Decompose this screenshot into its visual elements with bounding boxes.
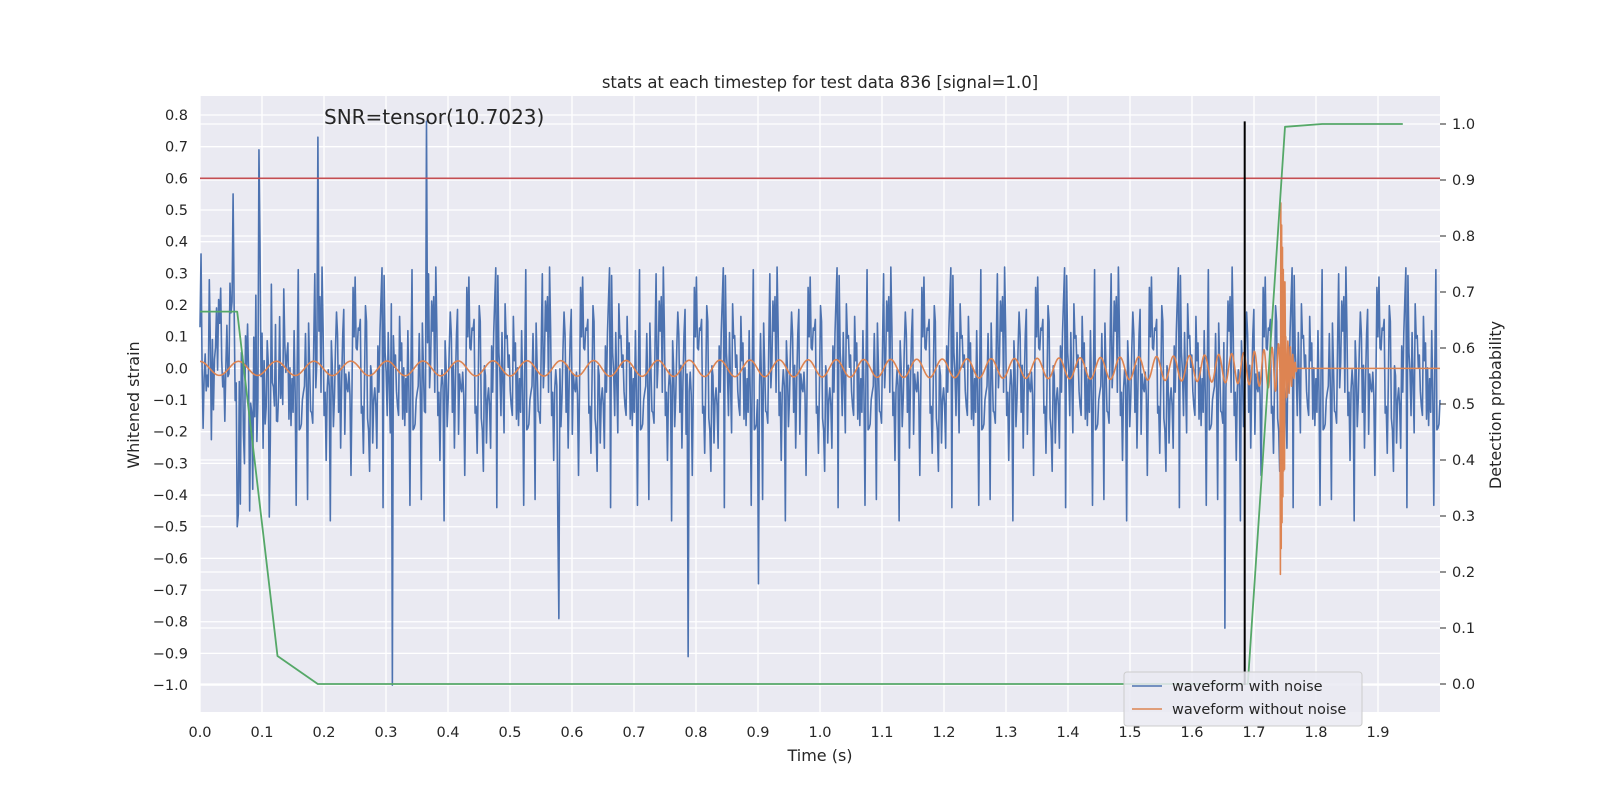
y-tick-label: −1.0 — [153, 678, 188, 694]
snr-annotation: SNR=tensor(10.7023) — [324, 105, 544, 129]
y-tick-label: −0.2 — [153, 425, 188, 441]
overlay-layer — [200, 121, 1440, 686]
y-tick-label: −0.5 — [153, 520, 188, 536]
x-tick-label: 0.8 — [684, 725, 707, 741]
y-tick-label: 0.7 — [165, 140, 188, 156]
y2-tick-label: 0.9 — [1452, 173, 1475, 189]
y-tick-label: 0.1 — [165, 330, 188, 346]
x-tick-label: 0.7 — [622, 725, 645, 741]
tick-labels: 0.0 0.1 0.2 0.3 0.4 0.5 0.6 0.7 0.8 0.9 1.0 1.1 1.2 1… — [153, 108, 1475, 741]
y-tick-label: −0.6 — [153, 551, 188, 567]
x-tick-label: 0.4 — [436, 725, 459, 741]
chart-title: stats at each timestep for test data 836… — [602, 73, 1038, 92]
y-tick-label: 0.0 — [165, 361, 188, 377]
x-tick-label: 1.3 — [994, 725, 1017, 741]
legend-label-noise: waveform with noise — [1172, 679, 1323, 695]
y2-tick-label: 0.2 — [1452, 565, 1475, 581]
y2-tick-label: 0.8 — [1452, 229, 1475, 245]
x-tick-label: 1.7 — [1242, 725, 1265, 741]
legend-label-clean: waveform without noise — [1172, 702, 1346, 718]
x-tick-label: 0.9 — [746, 725, 769, 741]
y-tick-label: −0.4 — [153, 488, 188, 504]
x-axis-label: Time (s) — [786, 746, 852, 765]
legend: waveform with noise waveform without noi… — [1123, 671, 1363, 727]
x-tick-label: 1.9 — [1366, 725, 1389, 741]
y-tick-label: −0.1 — [153, 393, 188, 409]
x-tick-label: 1.2 — [932, 725, 955, 741]
x-tick-label: 1.6 — [1180, 725, 1203, 741]
series-line-detection-probability — [200, 123, 1403, 685]
y-tick-label: −0.9 — [153, 646, 188, 662]
y-axis-label: Whitened strain — [124, 341, 143, 468]
y-tick-label: 0.3 — [165, 266, 188, 282]
y-tick-label: −0.7 — [153, 583, 188, 599]
x-tick-label: 0.1 — [250, 725, 273, 741]
series-line-waveform-with-noise — [199, 120, 1441, 686]
y2-tick-label: 0.3 — [1452, 509, 1475, 525]
x-tick-label: 1.4 — [1056, 725, 1079, 741]
y-tick-label: 0.4 — [165, 235, 188, 251]
series-layer — [199, 120, 1441, 686]
y2-tick-label: 0.4 — [1452, 453, 1475, 469]
y-tick-label: 0.5 — [165, 203, 188, 219]
series-line-waveform-without-noise — [199, 202, 1441, 576]
y-tick-label: 0.2 — [165, 298, 188, 314]
y2-tick-label: 0.6 — [1452, 341, 1475, 357]
legend-box — [1123, 671, 1363, 727]
x-tick-label: 0.2 — [312, 725, 335, 741]
x-tick-label: 1.8 — [1304, 725, 1327, 741]
y-tick-label: 0.6 — [165, 171, 188, 187]
x-tick-label: 1.5 — [1118, 725, 1141, 741]
y2-axis-label: Detection probability — [1486, 321, 1505, 489]
x-tick-label: 0.3 — [374, 725, 397, 741]
y2-tick-label: 0.7 — [1452, 285, 1475, 301]
x-tick-label: 1.1 — [870, 725, 893, 741]
x-tick-label: 0.5 — [498, 725, 521, 741]
x-tick-label: 0.0 — [188, 725, 211, 741]
x-tick-label: 1.0 — [808, 725, 831, 741]
y2-tick-label: 0.0 — [1452, 677, 1475, 693]
y-tick-label: −0.3 — [153, 456, 188, 472]
y2-tick-label: 0.5 — [1452, 397, 1475, 413]
y2-tick-label: 0.1 — [1452, 621, 1475, 637]
y-tick-label: 0.8 — [165, 108, 188, 124]
y-tick-label: −0.8 — [153, 615, 188, 631]
x-tick-label: 0.6 — [560, 725, 583, 741]
y2-tick-label: 1.0 — [1452, 117, 1475, 133]
